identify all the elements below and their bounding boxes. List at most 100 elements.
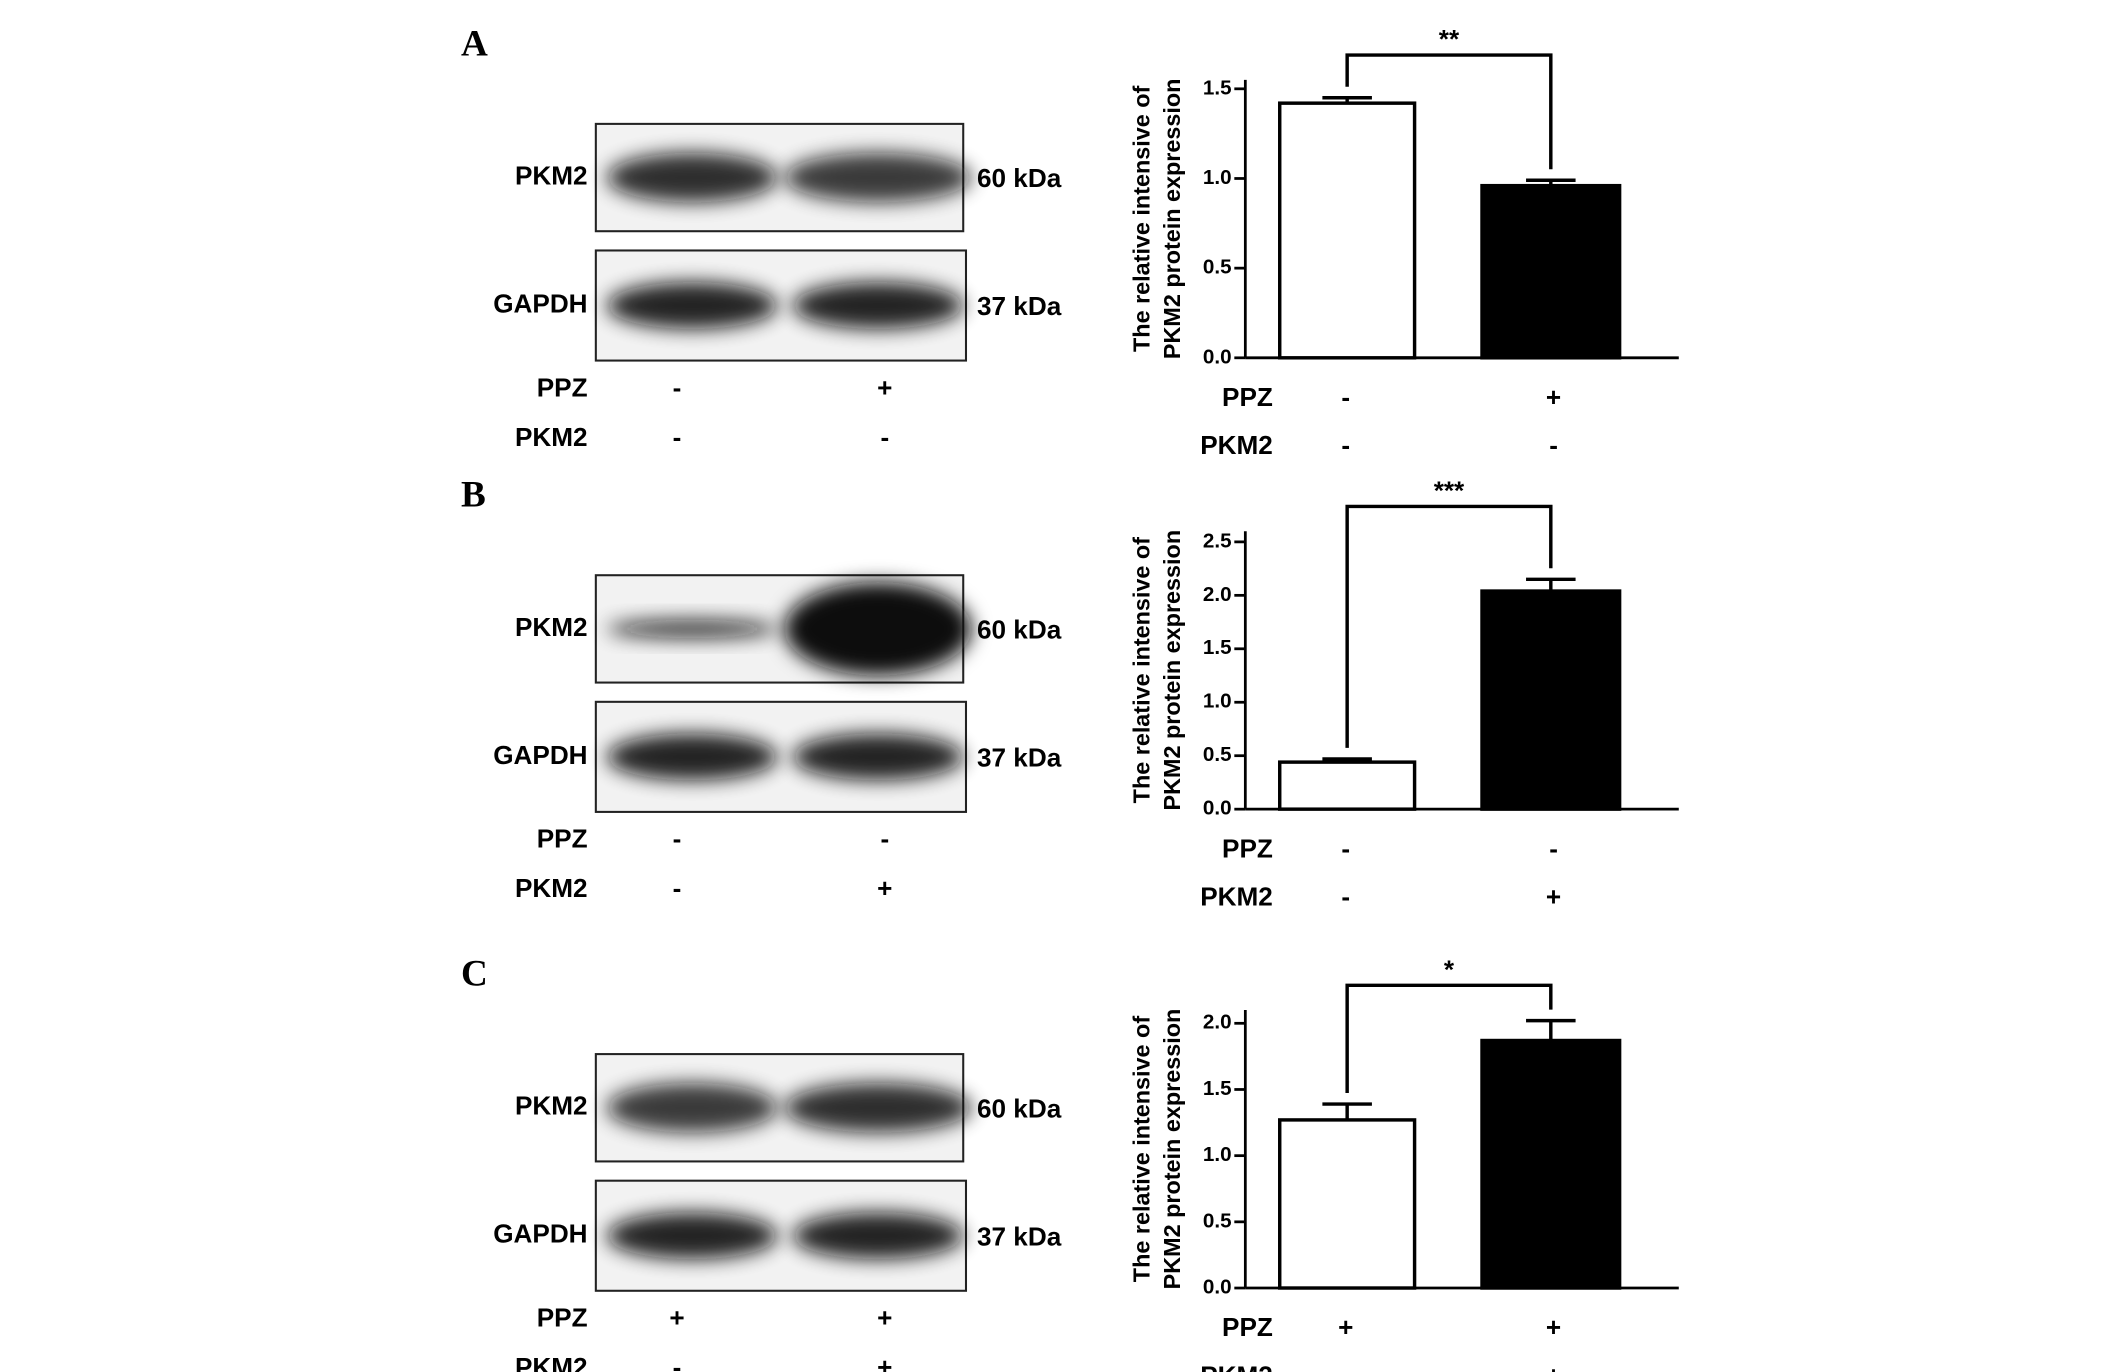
panel-label: A xyxy=(461,23,488,64)
blot-band xyxy=(784,1082,972,1133)
blot-band xyxy=(784,582,972,676)
condition-value: + xyxy=(1546,882,1561,912)
condition-value: - xyxy=(880,422,889,452)
condition-value: + xyxy=(669,1303,684,1333)
condition-value: - xyxy=(1341,382,1350,412)
condition-value: + xyxy=(1546,1360,1561,1372)
y-tick-label: 2.0 xyxy=(1203,583,1232,606)
panel-label: B xyxy=(461,475,486,516)
panel: C PKM2 60 kDa GAPDH 37 kDa PPZ + + PKM2 - +0.0 0.5 1… xyxy=(461,954,1679,1372)
band-name: PKM2 xyxy=(515,612,588,642)
y-tick-label: 1.5 xyxy=(1203,76,1232,99)
condition-value: - xyxy=(1549,430,1558,460)
condition-name: PKM2 xyxy=(1200,882,1273,912)
bar xyxy=(1278,1118,1417,1290)
condition-value: - xyxy=(673,422,682,452)
y-axis-label: The relative intensive of xyxy=(1129,1016,1155,1283)
y-tick-label: 1.0 xyxy=(1203,166,1232,189)
condition-value: - xyxy=(1341,1360,1350,1372)
condition-value: + xyxy=(1546,1312,1561,1342)
blot-band xyxy=(792,1212,964,1260)
y-tick-label: 0.0 xyxy=(1203,345,1232,368)
band-name: GAPDH xyxy=(493,740,587,770)
condition-value: + xyxy=(877,873,892,903)
condition-name: PPZ xyxy=(537,372,588,402)
y-axis-label: PKM2 protein expression xyxy=(1159,79,1185,360)
condition-name: PPZ xyxy=(1222,833,1273,863)
condition-value: + xyxy=(877,1352,892,1372)
condition-name: PKM2 xyxy=(515,1352,588,1372)
panel: B PKM2 60 kDa GAPDH 37 kDa PPZ - - PKM2 - +0.0 0.5 1… xyxy=(461,475,1679,912)
band-name: PKM2 xyxy=(515,160,588,190)
condition-name: PPZ xyxy=(1222,382,1273,412)
band-size: 60 kDa xyxy=(977,1093,1062,1123)
y-tick-label: 1.5 xyxy=(1203,1077,1232,1100)
condition-name: PPZ xyxy=(537,824,588,854)
y-tick-label: 1.0 xyxy=(1203,690,1232,713)
y-tick-label: 0.0 xyxy=(1203,797,1232,820)
condition-value: + xyxy=(877,1303,892,1333)
band-size: 60 kDa xyxy=(977,615,1062,645)
condition-value: - xyxy=(673,1352,682,1372)
condition-value: - xyxy=(1341,882,1350,912)
blot-band xyxy=(792,733,964,781)
band-size: 37 kDa xyxy=(977,1221,1062,1251)
y-tick-label: 2.5 xyxy=(1203,529,1232,552)
condition-value: + xyxy=(877,372,892,402)
y-axis-label: PKM2 protein expression xyxy=(1159,530,1185,811)
condition-value: - xyxy=(1549,833,1558,863)
condition-name: PKM2 xyxy=(1200,430,1273,460)
blot-band xyxy=(792,282,964,329)
bar xyxy=(1480,183,1622,360)
y-tick-label: 2.0 xyxy=(1203,1011,1232,1034)
y-axis-label: The relative intensive of xyxy=(1129,85,1155,352)
condition-name: PPZ xyxy=(1222,1312,1273,1342)
bar xyxy=(1480,1038,1622,1290)
significance-label: ** xyxy=(1439,24,1460,54)
band-size: 37 kDa xyxy=(977,743,1062,773)
condition-value: - xyxy=(1341,833,1350,863)
bar xyxy=(1278,760,1417,811)
condition-name: PKM2 xyxy=(1200,1360,1273,1372)
band-name: GAPDH xyxy=(493,1219,587,1249)
y-tick-label: 1.0 xyxy=(1203,1143,1232,1166)
condition-value: - xyxy=(673,372,682,402)
panel: A PKM2 60 kDa GAPDH 37 kDa PPZ - + PKM2 - - 0.0 0.5 1… xyxy=(461,23,1679,460)
blot-band xyxy=(784,152,972,203)
significance-label: *** xyxy=(1434,476,1465,506)
blot-band xyxy=(606,152,778,203)
y-axis-label: The relative intensive of xyxy=(1129,537,1155,804)
y-tick-label: 0.5 xyxy=(1203,1209,1232,1232)
y-tick-label: 1.5 xyxy=(1203,636,1232,659)
blot-band xyxy=(606,733,778,781)
bar xyxy=(1480,589,1622,811)
blot-band xyxy=(606,619,778,639)
y-axis-label: PKM2 protein expression xyxy=(1159,1009,1185,1290)
blot-band xyxy=(606,1082,778,1133)
significance-bracket xyxy=(1345,504,1553,748)
condition-name: PPZ xyxy=(537,1303,588,1333)
blot-band xyxy=(606,282,778,329)
y-tick-label: 0.5 xyxy=(1203,256,1232,279)
band-name: PKM2 xyxy=(515,1091,588,1121)
blot-band xyxy=(606,1212,778,1260)
condition-value: - xyxy=(1341,430,1350,460)
condition-value: + xyxy=(1338,1312,1353,1342)
y-tick-label: 0.5 xyxy=(1203,743,1232,766)
bar xyxy=(1278,101,1417,360)
band-size: 60 kDa xyxy=(977,163,1062,193)
significance-bracket xyxy=(1345,983,1553,1094)
condition-value: - xyxy=(673,824,682,854)
condition-value: - xyxy=(880,824,889,854)
panel-label: C xyxy=(461,954,488,995)
band-name: GAPDH xyxy=(493,288,587,318)
significance-bracket xyxy=(1345,53,1553,170)
condition-value: + xyxy=(1546,382,1561,412)
condition-value: - xyxy=(673,873,682,903)
y-tick-label: 0.0 xyxy=(1203,1275,1232,1298)
significance-label: * xyxy=(1444,954,1455,984)
condition-name: PKM2 xyxy=(515,873,588,903)
condition-name: PKM2 xyxy=(515,422,588,452)
